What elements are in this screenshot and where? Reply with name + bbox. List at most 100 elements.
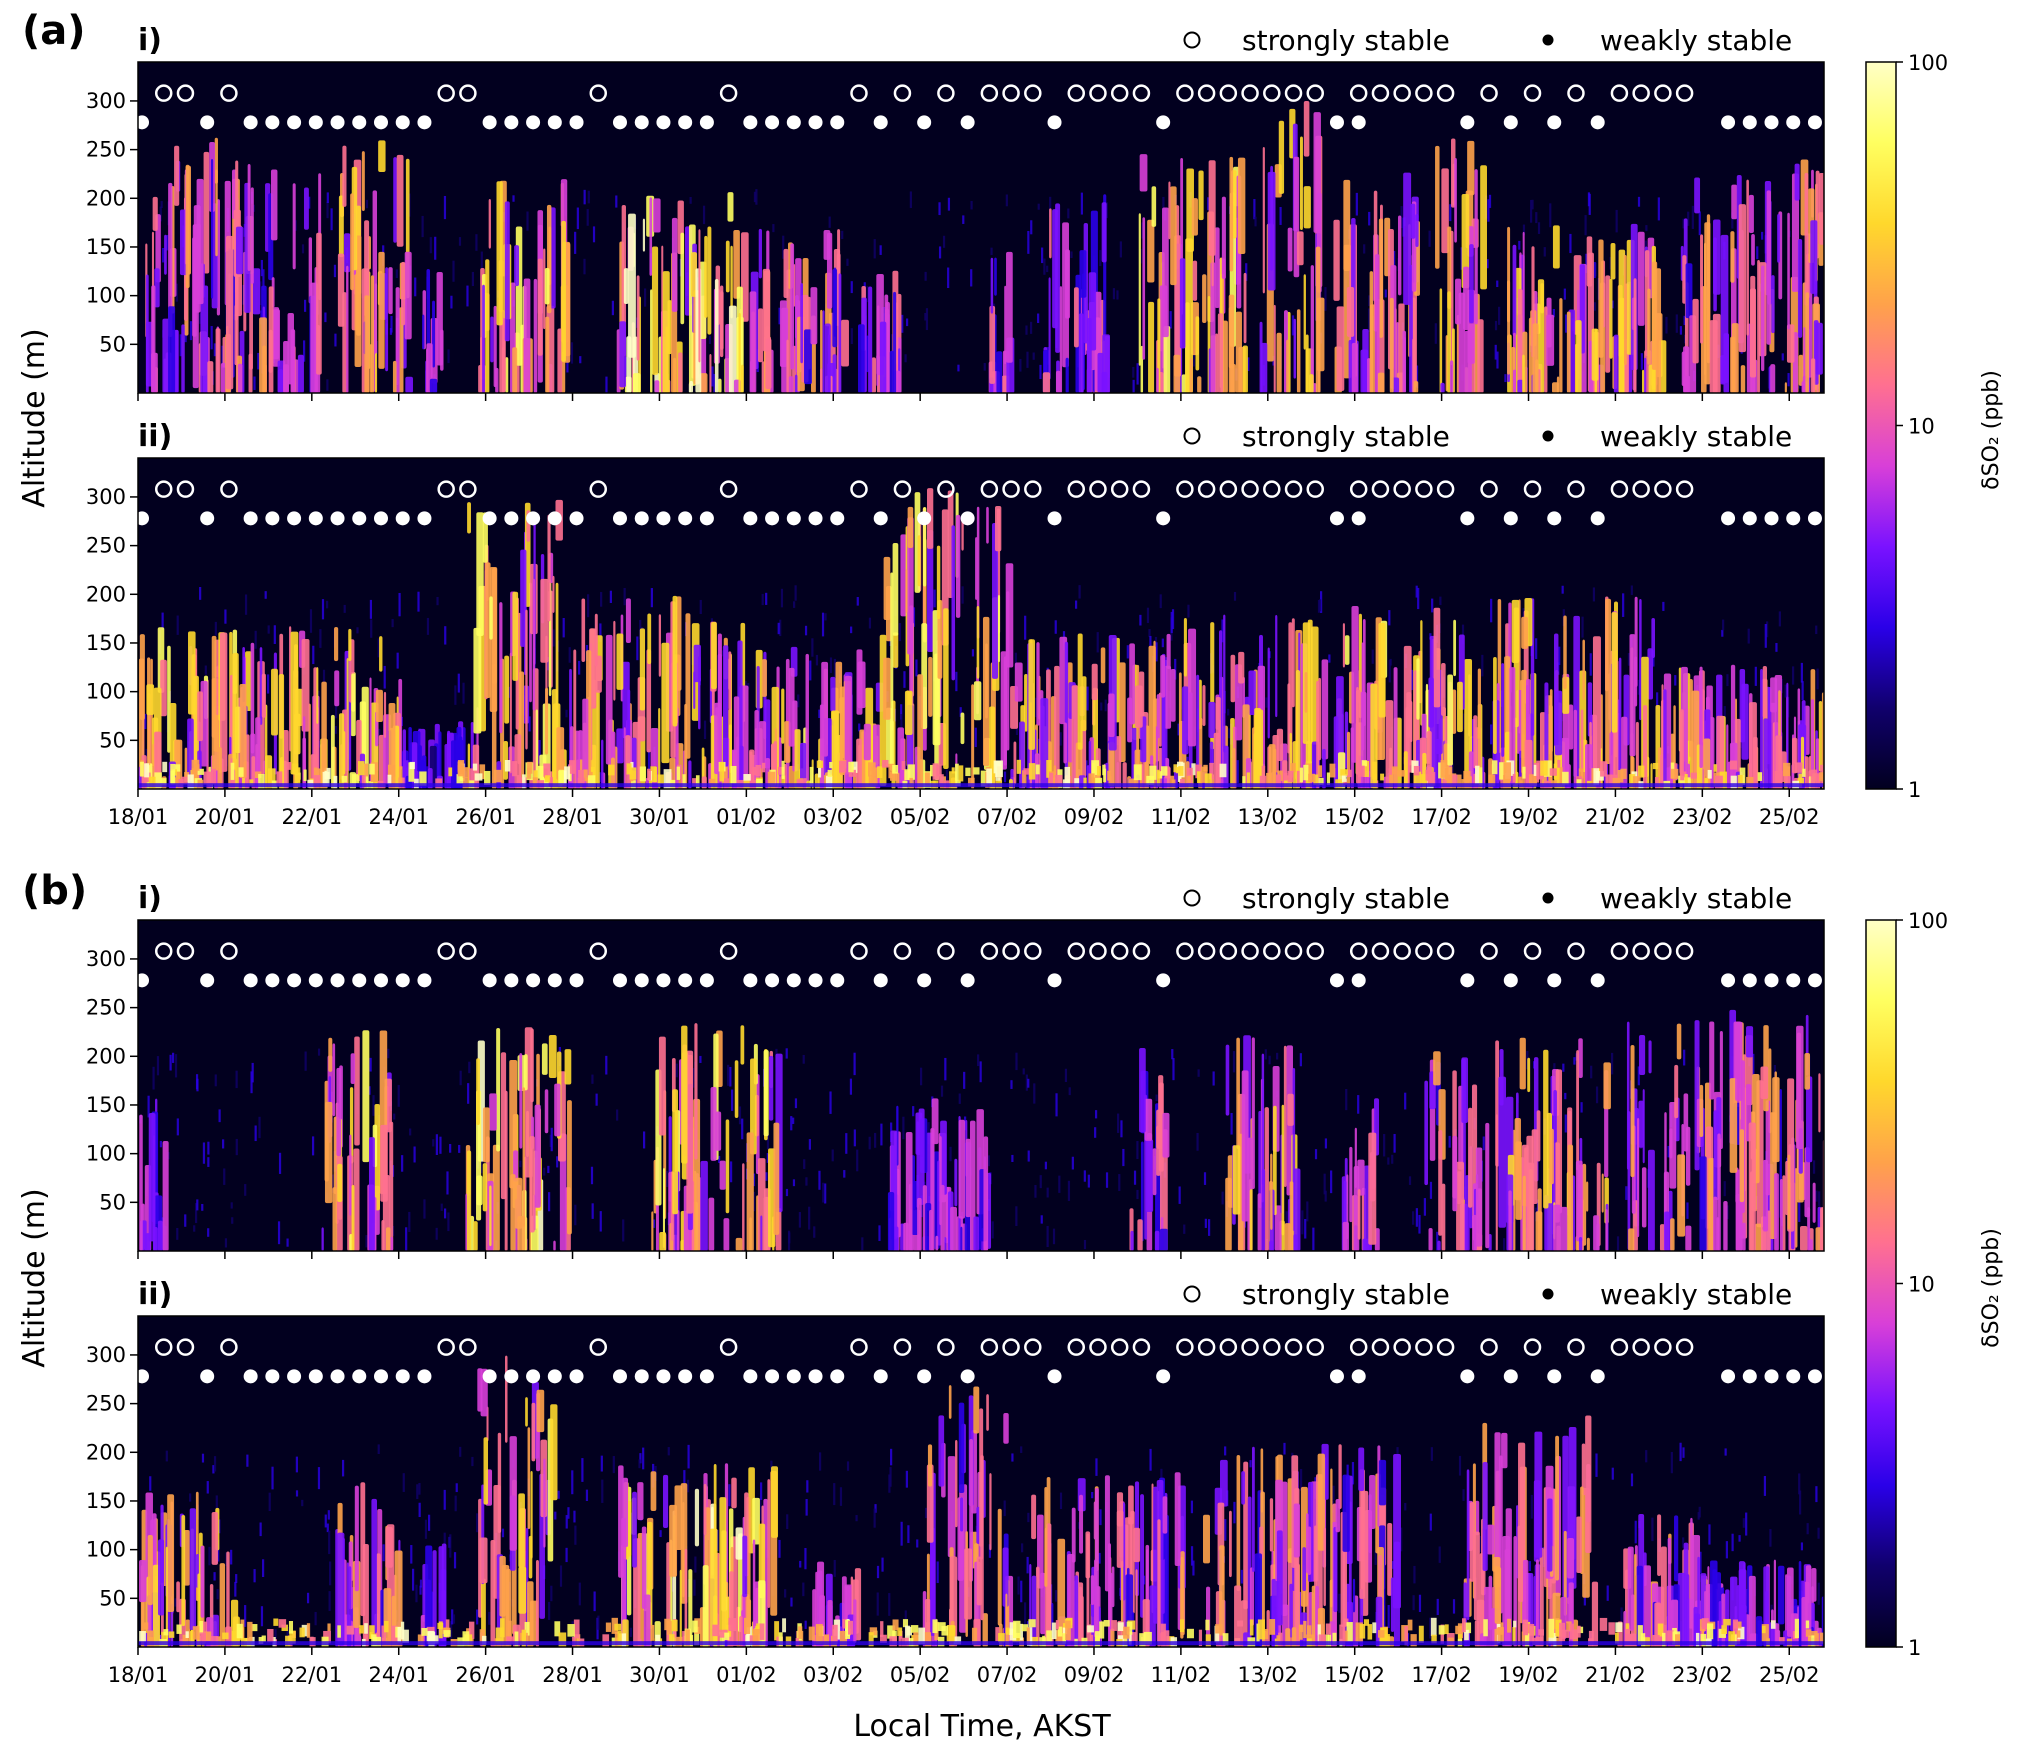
- heatmap-cell: [1349, 1146, 1353, 1223]
- heatmap-cell: [363, 763, 369, 779]
- heatmap-cell: [505, 1355, 508, 1443]
- heatmap-cell: [1303, 274, 1306, 350]
- heatmap-cell: [1397, 770, 1405, 777]
- weakly-stable-marker: [1047, 973, 1062, 988]
- heatmap-cell: [1162, 1112, 1170, 1158]
- heatmap-cell: [731, 1089, 734, 1111]
- strongly-stable-marker: [1263, 942, 1281, 960]
- heatmap-cell: [482, 512, 488, 563]
- heatmap-cell: [928, 656, 933, 717]
- heatmap-cell: [1054, 665, 1060, 789]
- heatmap-cell: [856, 1149, 859, 1172]
- heatmap-cell: [544, 268, 550, 305]
- heatmap-cell: [654, 380, 660, 393]
- heatmap-cell: [1020, 1580, 1023, 1603]
- heatmap-cell: [1581, 616, 1584, 638]
- heatmap-cell: [1138, 213, 1141, 366]
- heatmap-cell: [287, 313, 294, 385]
- weakly-stable-marker: [135, 511, 149, 526]
- y-tick-label: 100: [86, 284, 126, 308]
- heatmap-cell: [316, 667, 319, 724]
- heatmap-cell: [1553, 1063, 1556, 1074]
- heatmap-cell: [314, 1611, 317, 1626]
- heatmap-cell: [1249, 1189, 1253, 1251]
- heatmap-cell: [1139, 154, 1148, 192]
- heatmap-cell: [1229, 156, 1234, 272]
- heatmap-cell: [1044, 1161, 1047, 1170]
- heatmap-cell: [629, 767, 637, 780]
- heatmap-cell: [1761, 231, 1764, 240]
- heatmap-cell: [613, 620, 616, 701]
- heatmap-cell: [351, 774, 360, 784]
- heatmap-cell: [176, 1118, 179, 1136]
- heatmap-cell: [489, 596, 493, 640]
- heatmap-cell: [1055, 1093, 1058, 1117]
- heatmap-cell: [1326, 772, 1331, 786]
- heatmap-cell: [152, 196, 158, 231]
- weakly-stable-marker: [547, 115, 562, 130]
- heatmap-cell: [402, 729, 406, 789]
- heatmap-cell: [1544, 1194, 1549, 1251]
- heatmap-cell: [625, 735, 631, 789]
- weakly-stable-marker: [395, 973, 410, 988]
- heatmap-cell: [727, 192, 734, 222]
- weakly-stable-marker: [265, 115, 280, 130]
- weakly-stable-marker: [373, 973, 388, 988]
- weakly-stable-marker: [1590, 973, 1605, 988]
- heatmap-cell: [763, 1050, 769, 1137]
- heatmap-cell: [518, 1493, 525, 1568]
- strongly-stable-marker: [1567, 480, 1585, 498]
- heatmap-cell: [1156, 694, 1160, 739]
- y-tick-label: 250: [86, 138, 126, 162]
- heatmap-cell: [1178, 766, 1184, 776]
- heatmap-cell: [1304, 672, 1308, 713]
- heatmap-cell: [564, 766, 570, 780]
- heatmap-cell: [1674, 1064, 1679, 1119]
- heatmap-cell: [1269, 1240, 1274, 1251]
- heatmap-cell: [1618, 297, 1625, 393]
- heatmap-cell: [510, 1174, 516, 1251]
- heatmap-cell: [255, 717, 261, 789]
- heatmap-cell: [1095, 777, 1103, 789]
- heatmap-cell: [1415, 1208, 1418, 1227]
- heatmap-cell: [174, 1598, 177, 1607]
- heatmap-cell: [723, 766, 728, 784]
- heatmap-cell: [1674, 675, 1677, 686]
- heatmap-cell: [410, 1545, 413, 1564]
- heatmap-cell: [1094, 1110, 1098, 1119]
- heatmap-cell: [1212, 1071, 1215, 1086]
- heatmap-cell: [550, 1585, 553, 1602]
- heatmap-cell: [1059, 732, 1062, 746]
- heatmap-cell: [1217, 313, 1224, 393]
- heatmap-cell: [688, 760, 692, 789]
- heatmap-cell: [215, 1495, 218, 1520]
- weakly-stable-marker: [808, 115, 823, 130]
- heatmap-cell: [811, 638, 814, 657]
- heatmap-cell: [1503, 774, 1511, 789]
- heatmap-cell: [194, 764, 200, 771]
- legend-weakly-stable-icon: [1542, 34, 1554, 46]
- weakly-stable-marker: [960, 115, 975, 130]
- heatmap-cell: [742, 1163, 745, 1251]
- heatmap-cell: [1630, 1044, 1635, 1178]
- heatmap-cell: [1752, 1053, 1755, 1075]
- heatmap-cell: [957, 364, 960, 372]
- weakly-stable-marker: [634, 973, 649, 988]
- heatmap-cell: [938, 774, 944, 787]
- heatmap-cell: [1536, 1110, 1541, 1162]
- heatmap-cell: [924, 271, 927, 281]
- heatmap-cell: [731, 1477, 737, 1509]
- heatmap-cell: [693, 1579, 696, 1596]
- heatmap-cell: [976, 605, 980, 679]
- heatmap-cell: [1522, 354, 1525, 393]
- heatmap-cell: [1160, 655, 1166, 698]
- heatmap-cell: [965, 1138, 971, 1218]
- heatmap-cell: [1549, 203, 1552, 228]
- heatmap-cell: [1818, 700, 1823, 772]
- heatmap-cell: [473, 627, 482, 734]
- heatmap-cell: [1480, 165, 1487, 290]
- heatmap-cell: [244, 1605, 247, 1627]
- heatmap-cell: [778, 1539, 781, 1558]
- heatmap-cell: [1097, 352, 1104, 393]
